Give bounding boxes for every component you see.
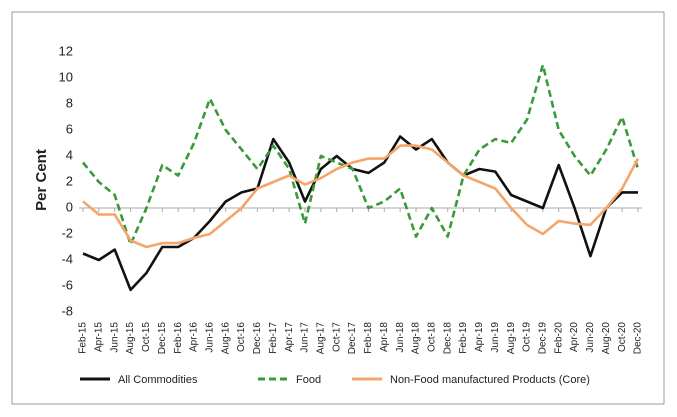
y-tick-label: 0 (66, 199, 73, 214)
x-tick-label: Apr-17 (284, 322, 295, 352)
y-tick-label: -4 (61, 251, 73, 266)
x-tick-label: Feb-20 (553, 322, 564, 354)
series-line (82, 144, 640, 249)
x-tick-label: Jun-19 (490, 322, 501, 353)
x-tick-label: Dec-20 (633, 322, 644, 355)
x-tick-label: Dec-15 (157, 322, 168, 355)
x-tick-label: Aug-19 (506, 322, 517, 355)
y-tick-label: -8 (61, 303, 73, 318)
x-tick-label: Aug-15 (125, 322, 136, 355)
x-tick-label: Feb-19 (458, 322, 469, 354)
y-tick-label: -6 (61, 277, 73, 292)
y-tick-label: -2 (61, 225, 73, 240)
x-tick-label: Dec-18 (442, 322, 453, 355)
series-line (81, 63, 640, 246)
y-tick-label: 10 (59, 69, 73, 84)
legend-label: Food (296, 374, 321, 386)
x-tick-label: Apr-18 (379, 322, 390, 352)
x-tick-label: Feb-16 (173, 322, 184, 354)
x-tick-label: Aug-20 (601, 322, 612, 355)
x-tick-label: Jun-18 (395, 322, 406, 353)
y-tick-label: 8 (66, 95, 73, 110)
x-tick-label: Jun-16 (204, 322, 215, 353)
y-axis-label: Per Cent (33, 149, 50, 211)
x-tick-label: Feb-17 (268, 322, 279, 354)
y-tick-label: 4 (66, 147, 73, 162)
x-tick-label: Oct-15 (141, 322, 152, 352)
series-line (82, 135, 638, 292)
x-tick-label: Aug-16 (220, 322, 231, 355)
x-tick-label: Apr-19 (474, 322, 485, 352)
legend-label: Non-Food manufactured Products (Core) (390, 374, 590, 386)
x-tick-label: Aug-17 (315, 322, 326, 355)
x-tick-label: Aug-18 (411, 322, 422, 355)
x-tick-label: Oct-20 (617, 322, 628, 352)
x-tick-label: Oct-17 (331, 322, 342, 352)
x-tick-label: Jun-20 (585, 322, 596, 353)
y-tick-label: 12 (59, 43, 73, 58)
x-tick-label: Jun-17 (300, 322, 311, 353)
x-tick-label: Oct-18 (426, 322, 437, 352)
x-tick-label: Feb-18 (363, 322, 374, 354)
x-tick-label: Oct-19 (522, 322, 533, 352)
x-tick-label: Feb-15 (78, 322, 89, 354)
x-tick-label: Dec-19 (537, 322, 548, 355)
y-tick-label: 6 (66, 121, 73, 136)
x-tick-label: Apr-20 (569, 322, 580, 352)
x-tick-label: Apr-16 (189, 322, 200, 352)
x-tick-label: Dec-17 (347, 322, 358, 355)
x-tick-label: Oct-16 (236, 322, 247, 352)
x-tick-label: Apr-15 (93, 322, 104, 352)
x-tick-label: Jun-15 (109, 322, 120, 353)
x-tick-label: Dec-16 (252, 322, 263, 355)
y-tick-label: 2 (66, 173, 73, 188)
legend-label: All Commodities (118, 374, 198, 386)
